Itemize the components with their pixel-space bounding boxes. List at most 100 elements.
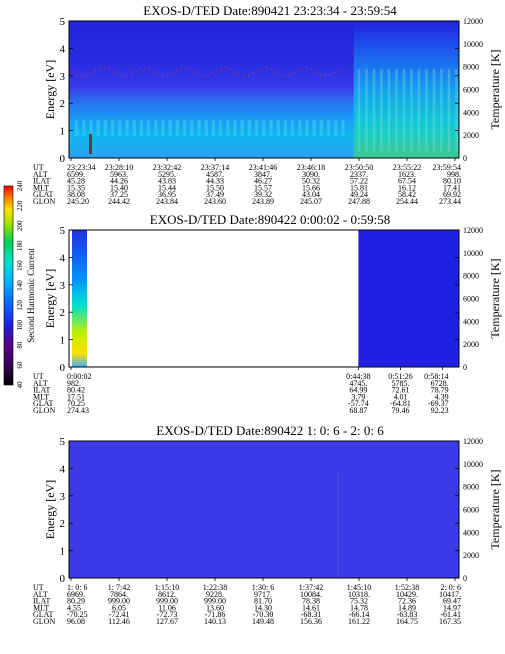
ephemeris-row-label: MLT [33, 183, 49, 192]
ephemeris-value: 80.29 [67, 597, 85, 606]
spectrogram-dot [72, 71, 74, 73]
ephemeris-value: -66.14 [349, 610, 370, 619]
temperature-tick-label: 2000 [463, 340, 479, 349]
temperature-tick-label: 12000 [463, 437, 483, 446]
temperature-tick-label: 10000 [463, 40, 483, 49]
energy-tick-label: 0 [60, 573, 66, 585]
temperature-axis-label: Temperature [K] [488, 469, 502, 549]
ephemeris-value: 112.46 [108, 617, 130, 626]
temperature-tick-label: 4000 [463, 528, 479, 537]
ephemeris-value: 5963. [110, 170, 128, 179]
temperature-axis-label: Temperature [K] [488, 258, 502, 338]
ephemeris-value: 3847. [254, 170, 272, 179]
spectrogram-strip [72, 230, 87, 367]
ephemeris-value: 38.08 [67, 190, 85, 199]
ephemeris-value: 78.79 [431, 386, 449, 395]
spectrogram-dot [180, 67, 182, 69]
ephemeris-row-label: GLAT [33, 610, 54, 619]
energy-axis-label: Energy [eV] [43, 480, 57, 539]
ephemeris-value: 96.08 [67, 617, 85, 626]
spectrogram-band [233, 119, 237, 137]
energy-tick-label: 5 [60, 436, 66, 448]
spectrogram-band [395, 68, 398, 152]
ephemeris-value: 15.57 [254, 183, 272, 192]
spectrogram-band [161, 119, 165, 137]
ephemeris-value: 23:46:18 [297, 163, 325, 172]
spectrogram-dot [94, 69, 97, 71]
ephemeris-value: 243.60 [204, 197, 226, 206]
temperature-tick-label: 8000 [463, 63, 479, 72]
temperature-tick-label: 0 [463, 574, 467, 583]
spectrogram-dot [265, 67, 268, 69]
spectrogram-dot [90, 72, 92, 74]
spectrogram-dot [337, 69, 340, 71]
spectrogram-dot [166, 74, 169, 76]
spectrogram-band [380, 68, 383, 152]
spectrogram-dot [333, 72, 335, 74]
ephemeris-value: 15.66 [302, 183, 320, 192]
ephemeris-value: 11.06 [158, 603, 176, 612]
ephemeris-value: 4745. [349, 379, 367, 388]
spectrogram-band [89, 119, 93, 137]
spectrogram-band [132, 119, 136, 137]
ephemeris-value: -61.41 [440, 610, 461, 619]
ephemeris-value: 23:41:46 [249, 163, 277, 172]
ephemeris-value: 1:52:38 [395, 583, 419, 592]
spectrogram-band [175, 119, 179, 137]
ephemeris-value: 127.67 [156, 617, 178, 626]
spectrogram-region [353, 21, 459, 158]
spectrogram-band [425, 68, 428, 152]
ephemeris-row-label: UT [33, 583, 44, 592]
ephemeris-value: 80.10 [443, 177, 461, 186]
ephemeris-value: 37.25 [110, 190, 128, 199]
spectrogram-background [69, 441, 459, 578]
spectrogram-band [283, 119, 287, 137]
ephemeris-value: 1:15:10 [155, 583, 179, 592]
ephemeris-value: 70.25 [67, 399, 85, 408]
temperature-tick-label: 10000 [463, 249, 483, 258]
energy-tick-label: 1 [60, 126, 66, 138]
colorbar-tick-label: 220 [16, 200, 24, 211]
ephemeris-value: 1: 7:42 [108, 583, 130, 592]
ephemeris-value: 39.32 [254, 190, 272, 199]
ephemeris-value: 68.87 [349, 406, 367, 415]
ephemeris-value: 44.26 [110, 177, 128, 186]
temperature-tick-label: 8000 [463, 483, 479, 492]
ephemeris-value: -69.37 [428, 399, 449, 408]
spectrogram-dot [292, 72, 295, 74]
spectrogram-dot [130, 72, 133, 74]
ephemeris-value: 17.51 [67, 392, 85, 401]
colorbar-tick-label: 80 [16, 341, 24, 349]
energy-axis-label: Energy [eV] [43, 269, 57, 328]
energy-tick-label: 2 [60, 307, 66, 319]
ephemeris-value: 982. [67, 379, 81, 388]
ephemeris-value: 92.23 [431, 406, 449, 415]
spectrogram-band [139, 119, 143, 137]
panel-frame [68, 229, 460, 368]
ephemeris-value: 244.42 [108, 197, 130, 206]
colorbar-tick-label: 60 [16, 361, 24, 369]
ephemeris-value: 58.42 [398, 190, 416, 199]
ephemeris-value: 14.30 [254, 603, 272, 612]
ephemeris-value: 75.32 [350, 597, 368, 606]
temperature-tick-label: 12000 [463, 17, 483, 26]
ephemeris-value: 16.12 [398, 183, 416, 192]
ephemeris-value: 4587. [206, 170, 224, 179]
spectrogram-band [341, 119, 345, 137]
ephemeris-value: 45.28 [67, 177, 85, 186]
ephemeris-value: 245.20 [67, 197, 89, 206]
ephemeris-value: 49.24 [350, 190, 368, 199]
ephemeris-value: 15.35 [67, 183, 85, 192]
ephemeris-value: 243.84 [156, 197, 178, 206]
ephemeris-value: 17.41 [443, 183, 461, 192]
spectrogram-band [327, 119, 331, 137]
spectrogram-dot [189, 68, 191, 70]
ephemeris-value: 254.44 [396, 197, 418, 206]
spectrogram-dot [243, 75, 245, 77]
spectrogram-dot [103, 67, 106, 69]
ephemeris-value: 4.55 [67, 603, 81, 612]
spectrogram-band [357, 68, 361, 152]
ephemeris-row-label: MLT [33, 392, 49, 401]
ephemeris-value: 2: 0: 6 [441, 583, 461, 592]
